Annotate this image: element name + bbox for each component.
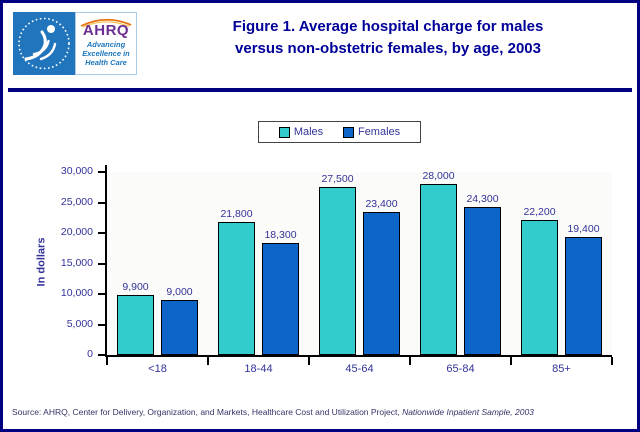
- source-text: Source: AHRQ, Center for Delivery, Organ…: [12, 407, 403, 417]
- bar-males-<18: 9,900: [117, 281, 154, 355]
- y-axis-tick-label: 10,000: [60, 287, 93, 299]
- bar-group: 21,800 18,300: [208, 172, 309, 355]
- bar-group: 22,200 19,400: [511, 172, 612, 355]
- x-axis-category-label: 85+: [552, 363, 571, 375]
- y-axis-tick: [98, 171, 107, 173]
- y-axis-tick: [98, 354, 107, 356]
- y-axis-tick: [98, 293, 107, 295]
- bar-females-85+: 19,400: [565, 223, 602, 355]
- bar-males-18-44: 21,800: [218, 208, 255, 355]
- y-axis-tick-label: 0: [87, 348, 93, 360]
- y-axis-tick-label: 15,000: [60, 256, 93, 269]
- x-axis-category-label: 18-44: [244, 363, 273, 375]
- y-axis-tick: [98, 323, 107, 326]
- ahrq-tagline-line1: Advancing: [86, 40, 126, 49]
- bar-males-85+: 22,200: [521, 206, 558, 355]
- x-axis-tick: [106, 357, 108, 365]
- x-axis-tick: [510, 357, 512, 365]
- legend-item-males: Males: [278, 126, 324, 138]
- females-swatch-icon: [342, 126, 354, 138]
- ahrq-hhs-logo: AHRQ Advancing Excellence in Health Care: [13, 12, 137, 75]
- y-axis-tick: [98, 232, 107, 234]
- bar-females-18-44: 18,300: [262, 229, 299, 355]
- figure-title-line1: Figure 1. Average hospital charge for ma…: [232, 18, 544, 35]
- bar-value-label: 9,900: [122, 280, 149, 293]
- hhs-eagle-icon: [13, 12, 75, 75]
- bar-males-45-64: 27,500: [319, 173, 356, 355]
- x-axis-tick: [308, 357, 310, 365]
- bar-value-label: 22,200: [523, 205, 556, 218]
- y-axis-tick: [98, 201, 107, 204]
- bar-value-label: 9,000: [166, 286, 193, 299]
- header-divider: [8, 88, 632, 92]
- bar-value-label: 18,300: [264, 229, 297, 242]
- y-axis-tick: [98, 262, 107, 265]
- bar-females-45-64: 23,400: [363, 198, 400, 355]
- x-axis-category-label: <18: [148, 363, 167, 375]
- chart-legend: Males Females: [258, 121, 421, 143]
- bar-value-label: 21,800: [220, 208, 253, 221]
- bar-value-label: 24,300: [466, 192, 499, 205]
- bar-value-label: 23,400: [365, 198, 398, 211]
- bar-group: 9,900 9,000: [107, 172, 208, 355]
- bar-value-label: 27,500: [321, 173, 354, 186]
- bar-males-65-84: 28,000: [420, 170, 457, 355]
- ahrq-wordmark: AHRQ Advancing Excellence in Health Care: [75, 12, 137, 75]
- legend-label-males: Males: [293, 126, 324, 138]
- y-axis-line-extension: [105, 165, 107, 172]
- bar-females-65-84: 24,300: [464, 193, 501, 355]
- y-axis-tick-label: 20,000: [60, 226, 93, 238]
- x-axis-tick: [409, 357, 411, 365]
- ahrq-tagline: Advancing Excellence in Health Care: [76, 40, 136, 67]
- bar-value-label: 19,400: [567, 222, 600, 235]
- plot-area: 0 5,000 10,000 15,000 20,000 25,000 30,000 9,90…: [61, 165, 613, 375]
- y-axis-tick-label: 5,000: [66, 317, 93, 330]
- ahrq-acronym: AHRQ: [82, 22, 130, 39]
- y-axis-tick-label: 30,000: [60, 165, 93, 177]
- ahrq-tagline-line2: Excellence in: [82, 49, 130, 58]
- x-axis-tick: [611, 357, 613, 365]
- figure-title: Figure 1. Average hospital charge for ma…: [143, 16, 633, 60]
- bar-females-<18: 9,000: [161, 286, 198, 355]
- bar-group: 28,000 24,300: [410, 170, 511, 355]
- y-axis-tick-label: 25,000: [60, 195, 93, 208]
- x-axis-tick: [207, 357, 209, 365]
- ahrq-tagline-line3: Health Care: [85, 58, 127, 67]
- males-swatch-icon: [278, 126, 290, 138]
- source-note: Source: AHRQ, Center for Delivery, Organ…: [12, 407, 534, 417]
- bar-group: 27,500 23,400: [309, 172, 410, 355]
- figure-title-line2: versus non-obstetric females, by age, 20…: [235, 40, 541, 57]
- bar-value-label: 28,000: [422, 170, 455, 183]
- x-axis-category-label: 65-84: [446, 363, 475, 375]
- x-axis-category-label: 45-64: [345, 363, 374, 375]
- rainbow-arc-icon: [80, 18, 132, 28]
- legend-item-females: Females: [342, 126, 401, 138]
- source-dataset-name: Nationwide Inpatient Sample, 2003: [402, 407, 534, 417]
- legend-label-females: Females: [357, 126, 401, 138]
